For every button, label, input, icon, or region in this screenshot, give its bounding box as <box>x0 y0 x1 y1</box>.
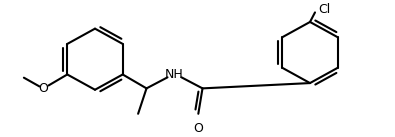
Text: O: O <box>194 122 203 135</box>
Text: NH: NH <box>165 68 184 81</box>
Text: O: O <box>39 82 49 95</box>
Text: Cl: Cl <box>318 3 330 16</box>
